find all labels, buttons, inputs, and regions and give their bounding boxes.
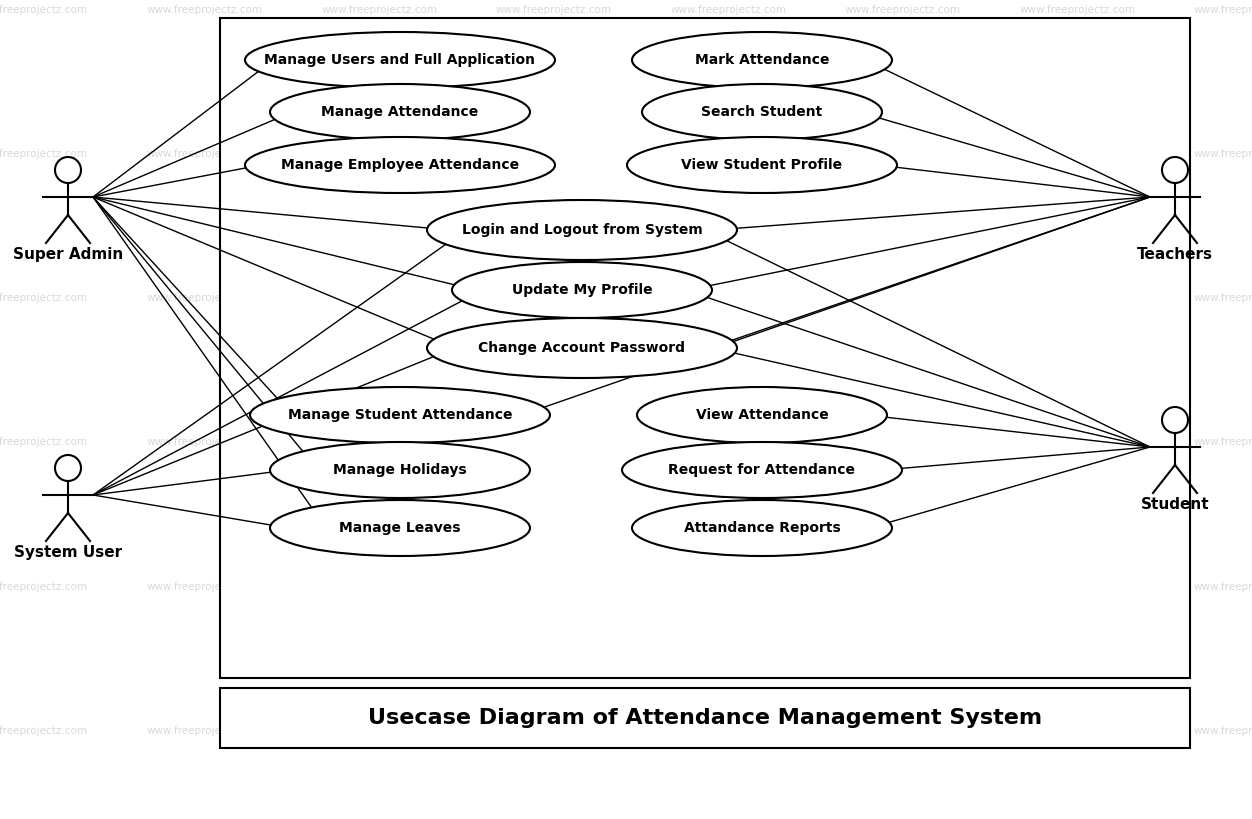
Text: www.freeprojectz.com: www.freeprojectz.com: [0, 5, 88, 15]
Text: www.freeprojectz.com: www.freeprojectz.com: [1194, 5, 1252, 15]
Text: Usecase Diagram of Attendance Management System: Usecase Diagram of Attendance Management…: [368, 708, 1042, 728]
Text: www.freeprojectz.com: www.freeprojectz.com: [0, 581, 88, 591]
Text: www.freeprojectz.com: www.freeprojectz.com: [1194, 581, 1252, 591]
Ellipse shape: [632, 32, 891, 88]
Text: www.freeprojectz.com: www.freeprojectz.com: [670, 149, 786, 159]
Text: www.freeprojectz.com: www.freeprojectz.com: [845, 293, 960, 303]
Text: www.freeprojectz.com: www.freeprojectz.com: [0, 149, 88, 159]
Ellipse shape: [452, 262, 712, 318]
Ellipse shape: [270, 442, 530, 498]
Text: www.freeprojectz.com: www.freeprojectz.com: [845, 5, 960, 15]
Text: www.freeprojectz.com: www.freeprojectz.com: [845, 437, 960, 447]
Ellipse shape: [427, 200, 737, 260]
Ellipse shape: [637, 387, 886, 443]
Text: Search Student: Search Student: [701, 105, 823, 119]
Text: View Student Profile: View Student Profile: [681, 158, 843, 172]
Circle shape: [1162, 157, 1188, 183]
Text: www.freeprojectz.com: www.freeprojectz.com: [670, 5, 786, 15]
Text: View Attendance: View Attendance: [696, 408, 829, 422]
Ellipse shape: [642, 84, 881, 140]
Text: www.freeprojectz.com: www.freeprojectz.com: [0, 726, 88, 735]
Text: www.freeprojectz.com: www.freeprojectz.com: [146, 581, 263, 591]
Text: www.freeprojectz.com: www.freeprojectz.com: [1019, 437, 1136, 447]
Text: Manage Student Attendance: Manage Student Attendance: [288, 408, 512, 422]
Text: www.freeprojectz.com: www.freeprojectz.com: [670, 726, 786, 735]
Text: www.freeprojectz.com: www.freeprojectz.com: [1019, 581, 1136, 591]
Text: www.freeprojectz.com: www.freeprojectz.com: [496, 293, 612, 303]
Text: www.freeprojectz.com: www.freeprojectz.com: [0, 437, 88, 447]
Text: www.freeprojectz.com: www.freeprojectz.com: [322, 581, 437, 591]
Text: www.freeprojectz.com: www.freeprojectz.com: [146, 726, 263, 735]
Text: Mark Attendance: Mark Attendance: [695, 53, 829, 67]
Text: www.freeprojectz.com: www.freeprojectz.com: [1019, 149, 1136, 159]
Text: www.freeprojectz.com: www.freeprojectz.com: [496, 5, 612, 15]
Text: Manage Employee Attendance: Manage Employee Attendance: [280, 158, 520, 172]
Text: www.freeprojectz.com: www.freeprojectz.com: [845, 581, 960, 591]
Text: www.freeprojectz.com: www.freeprojectz.com: [845, 726, 960, 735]
Ellipse shape: [245, 137, 555, 193]
Text: www.freeprojectz.com: www.freeprojectz.com: [1194, 437, 1252, 447]
Circle shape: [55, 157, 81, 183]
Text: www.freeprojectz.com: www.freeprojectz.com: [845, 149, 960, 159]
Text: Student: Student: [1141, 497, 1209, 512]
Text: www.freeprojectz.com: www.freeprojectz.com: [0, 293, 88, 303]
Text: Request for Attendance: Request for Attendance: [669, 463, 855, 477]
Text: www.freeprojectz.com: www.freeprojectz.com: [1019, 726, 1136, 735]
Text: System User: System User: [14, 545, 121, 560]
Ellipse shape: [250, 387, 550, 443]
Text: www.freeprojectz.com: www.freeprojectz.com: [146, 437, 263, 447]
Text: Update My Profile: Update My Profile: [512, 283, 652, 297]
Bar: [220, 18, 1189, 678]
Ellipse shape: [245, 32, 555, 88]
Text: www.freeprojectz.com: www.freeprojectz.com: [1019, 293, 1136, 303]
Text: Change Account Password: Change Account Password: [478, 341, 686, 355]
Text: Manage Holidays: Manage Holidays: [333, 463, 467, 477]
Circle shape: [1162, 407, 1188, 433]
Text: www.freeprojectz.com: www.freeprojectz.com: [496, 437, 612, 447]
Text: www.freeprojectz.com: www.freeprojectz.com: [146, 149, 263, 159]
Circle shape: [55, 455, 81, 481]
Text: www.freeprojectz.com: www.freeprojectz.com: [146, 5, 263, 15]
Text: www.freeprojectz.com: www.freeprojectz.com: [322, 149, 437, 159]
Ellipse shape: [427, 318, 737, 378]
Text: www.freeprojectz.com: www.freeprojectz.com: [1194, 726, 1252, 735]
Text: www.freeprojectz.com: www.freeprojectz.com: [1019, 5, 1136, 15]
Ellipse shape: [627, 137, 896, 193]
Text: Manage Attendance: Manage Attendance: [322, 105, 478, 119]
Text: www.freeprojectz.com: www.freeprojectz.com: [1194, 293, 1252, 303]
Ellipse shape: [270, 500, 530, 556]
Text: Manage Leaves: Manage Leaves: [339, 521, 461, 535]
Text: www.freeprojectz.com: www.freeprojectz.com: [496, 581, 612, 591]
Text: www.freeprojectz.com: www.freeprojectz.com: [146, 293, 263, 303]
Text: www.freeprojectz.com: www.freeprojectz.com: [1194, 149, 1252, 159]
Text: www.freeprojectz.com: www.freeprojectz.com: [322, 437, 437, 447]
Text: www.freeprojectz.com: www.freeprojectz.com: [496, 149, 612, 159]
Ellipse shape: [622, 442, 901, 498]
Text: www.freeprojectz.com: www.freeprojectz.com: [322, 726, 437, 735]
Text: www.freeprojectz.com: www.freeprojectz.com: [670, 293, 786, 303]
Text: Teachers: Teachers: [1137, 247, 1213, 262]
Text: www.freeprojectz.com: www.freeprojectz.com: [496, 726, 612, 735]
Ellipse shape: [632, 500, 891, 556]
Text: www.freeprojectz.com: www.freeprojectz.com: [670, 437, 786, 447]
Text: Login and Logout from System: Login and Logout from System: [462, 223, 702, 237]
Text: www.freeprojectz.com: www.freeprojectz.com: [322, 293, 437, 303]
Bar: [220, 688, 1189, 748]
Text: Attandance Reports: Attandance Reports: [684, 521, 840, 535]
Text: www.freeprojectz.com: www.freeprojectz.com: [670, 581, 786, 591]
Text: Super Admin: Super Admin: [13, 247, 123, 262]
Text: Manage Users and Full Application: Manage Users and Full Application: [264, 53, 536, 67]
Text: www.freeprojectz.com: www.freeprojectz.com: [322, 5, 437, 15]
Ellipse shape: [270, 84, 530, 140]
